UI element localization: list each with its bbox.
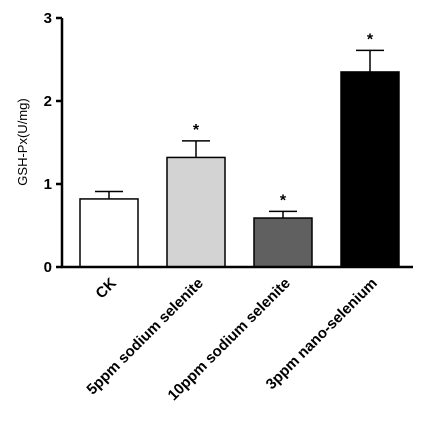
y-tick-label-3: 3	[44, 10, 52, 27]
x-category-label-0: CK	[92, 275, 119, 302]
y-axis-label: GSH-Px(U/mg)	[15, 98, 30, 185]
significance-mark-1: *	[193, 122, 200, 139]
significance-mark-2: *	[280, 192, 287, 209]
bar-0	[79, 198, 139, 268]
y-tick-label-1: 1	[44, 176, 52, 193]
y-tick-label-0: 0	[44, 259, 52, 276]
significance-mark-3: *	[367, 31, 374, 48]
y-axis: 0 1 2 3	[44, 10, 64, 276]
bar-1	[166, 156, 226, 268]
bar-2	[253, 217, 313, 268]
y-tick-label-2: 2	[44, 93, 52, 110]
bars: * * *	[79, 31, 400, 268]
bar-3	[340, 71, 400, 268]
